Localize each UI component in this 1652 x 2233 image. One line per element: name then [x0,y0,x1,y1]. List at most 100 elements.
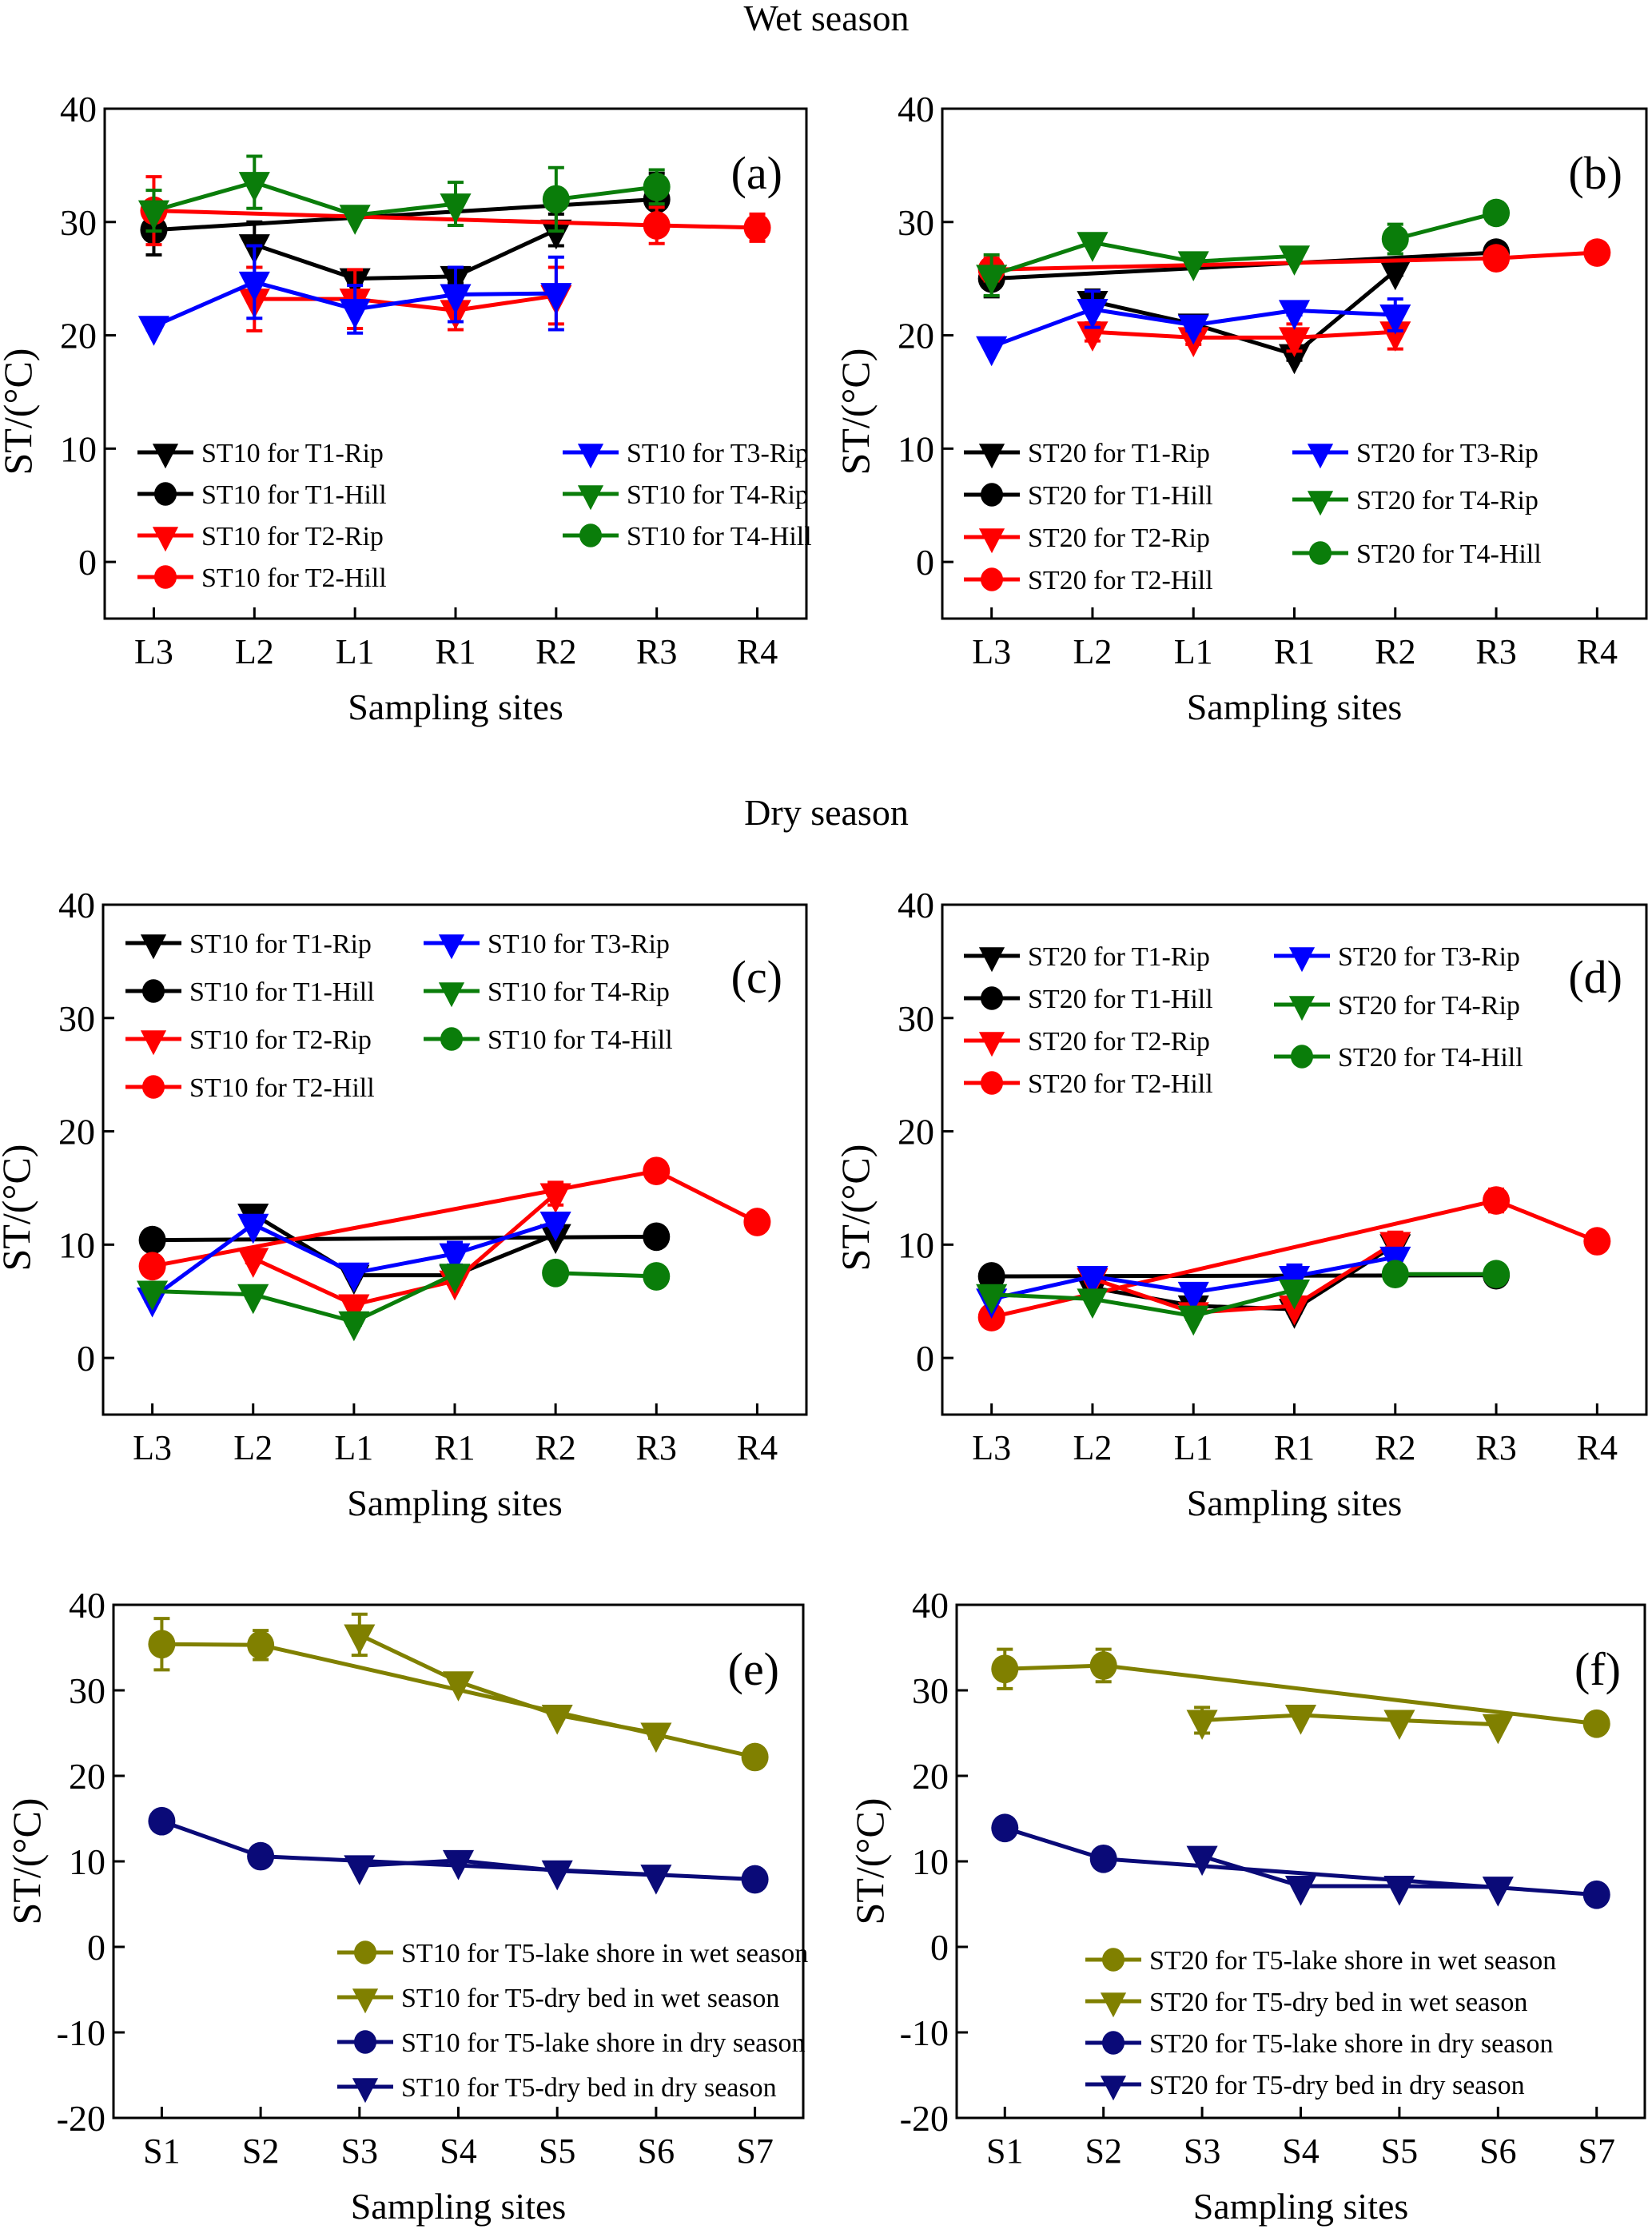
data-point-triangle-down [1383,1710,1415,1741]
data-point-triangle-down [1379,260,1411,291]
legend-item: ST10 for T4-Hill [563,522,812,551]
legend-label: ST10 for T4-Rip [627,480,809,510]
data-point-circle [741,1742,769,1772]
data-point-circle [1089,1844,1117,1873]
data-point-circle [1483,1260,1511,1289]
plot-frame [941,903,1648,1416]
series-st10-for-t4-rip [137,1264,471,1342]
x-tick-label: S1 [143,2132,180,2171]
data-point-circle [1483,198,1511,228]
y-tick-label: 0 [77,1338,95,1379]
series-line-segment [1092,299,1194,326]
data-point-triangle-down [1186,1845,1218,1877]
chart-panel-e: -20 -10 0 10 20 30 40 S1 S2 S3 S4 S5 S6 S7 Sampling si… [4,1585,808,2227]
series-line-segment [457,1679,558,1718]
data-point-circle [148,1806,176,1836]
legend-marker-triangle-down [438,982,465,1008]
legend-item: ST10 for T5-lake shore in dry season [337,2028,805,2058]
y-axis-title: ST/(°C) [833,1144,878,1272]
series-line-segment [355,274,456,281]
x-tick-label: L2 [233,1428,273,1467]
data-point-triangle-down [640,1865,672,1895]
data-point-triangle-down [541,1705,573,1735]
y-tick-label: 40 [58,885,95,925]
legend-item: ST10 for T3-Rip [424,929,670,960]
series-line-segment [151,1222,255,1300]
legend-label: ST10 for T1-Hill [189,977,375,1007]
x-tick-label: S3 [1184,2132,1220,2171]
legend-label: ST10 for T2-Rip [201,522,384,551]
panel-label: (d) [1568,951,1622,1003]
legend-label: ST10 for T1-Rip [201,439,384,468]
series-line-segment [354,201,456,217]
series-line-segment [991,256,1497,272]
data-point-circle [643,1222,671,1252]
legend-item: ST10 for T1-Hill [125,977,375,1007]
legend-label: ST20 for T5-lake shore in dry season [1149,2029,1553,2059]
legend-label: ST10 for T2-Hill [201,563,387,593]
y-tick-label: 30 [69,1670,105,1711]
data-point-circle [1582,1880,1610,1909]
legend-marker-triangle-down [140,934,167,960]
legend-item: ST10 for T5-lake shore in wet season [337,1939,808,1968]
legend-label: ST10 for T2-Hill [189,1073,375,1103]
legend-marker-circle [1102,1948,1125,1972]
series-line-segment [1293,1240,1397,1308]
x-tick-label: S5 [1381,2132,1418,2171]
y-tick-label: 40 [912,1585,949,1626]
legend-label: ST10 for T4-Hill [627,522,812,551]
x-tick-label: R1 [435,632,476,671]
series-line-segment [253,1292,355,1324]
series-st10-for-t5-dry-bed-in-dry-season [344,1849,672,1895]
legend-marker-circle [440,1027,463,1051]
legend-label: ST20 for T1-Hill [1028,481,1213,511]
y-tick-label: 10 [60,428,97,469]
panel-label: (c) [731,951,782,1003]
series-st20-for-t4-rip [976,232,1311,297]
legend-label: ST20 for T2-Hill [1028,1069,1213,1099]
x-axis-title: Sampling sites [347,1483,563,1523]
data-point-triangle-down [238,271,270,302]
legend-marker-triangle-down [1100,1992,1127,2018]
data-point-triangle-down [540,219,572,250]
series-st10-for-t4-hill [542,1258,671,1291]
y-tick-label: 40 [898,885,934,925]
data-point-triangle-down [137,316,170,346]
legend-item: ST10 for T3-Rip [563,439,809,469]
x-tick-label: L3 [972,632,1011,671]
legend-marker-circle [142,1075,165,1099]
series-st20-for-t5-dry-bed-in-dry-season [1186,1845,1514,1907]
data-point-triangle-down [440,284,472,315]
legend-item: ST20 for T2-Hill [964,1069,1213,1099]
legend-label: ST20 for T4-Hill [1356,539,1542,569]
data-point-triangle-down [540,283,572,313]
series-line-segment [990,307,1093,349]
legend-marker-circle [1291,1045,1313,1069]
data-point-triangle-down [237,1248,269,1278]
series-line-segment [253,180,356,217]
series-st20-for-t5-lake-shore-in-dry-season [991,1813,1610,1909]
y-axis-title: ST/(°C) [833,348,878,476]
y-axis-title: ST/(°C) [0,348,40,476]
legend-item: ST20 for T4-Rip [1274,991,1520,1021]
data-point-triangle-down [237,1213,269,1244]
legend-marker-circle [354,2030,376,2054]
series-line-segment [1395,211,1497,241]
chart-panel-a: 0 10 20 30 40 L3 L2 L1 R1 R2 R3 R4 Sampling sites ST/… [0,89,812,727]
series-line-segment [153,180,255,213]
x-tick-label: S7 [1578,2132,1614,2171]
legend-marker-triangle-down [1288,996,1316,1021]
series-line-segment [1201,1854,1302,1889]
data-point-triangle-down [442,1849,475,1881]
legend-label: ST20 for T3-Rip [1338,942,1520,972]
panel-label: (e) [728,1643,779,1695]
data-point-triangle-down [640,1722,672,1753]
series-st20-for-t2-hill [977,1186,1611,1331]
data-point-triangle-down [1383,1876,1415,1906]
x-axis-title: Sampling sites [1193,2186,1409,2227]
x-tick-label: R3 [636,632,677,671]
series-line-segment [1004,1825,1105,1861]
x-tick-label: L2 [1073,1428,1113,1467]
series-line-segment [1092,1276,1195,1315]
x-tick-label: L1 [334,1428,373,1467]
